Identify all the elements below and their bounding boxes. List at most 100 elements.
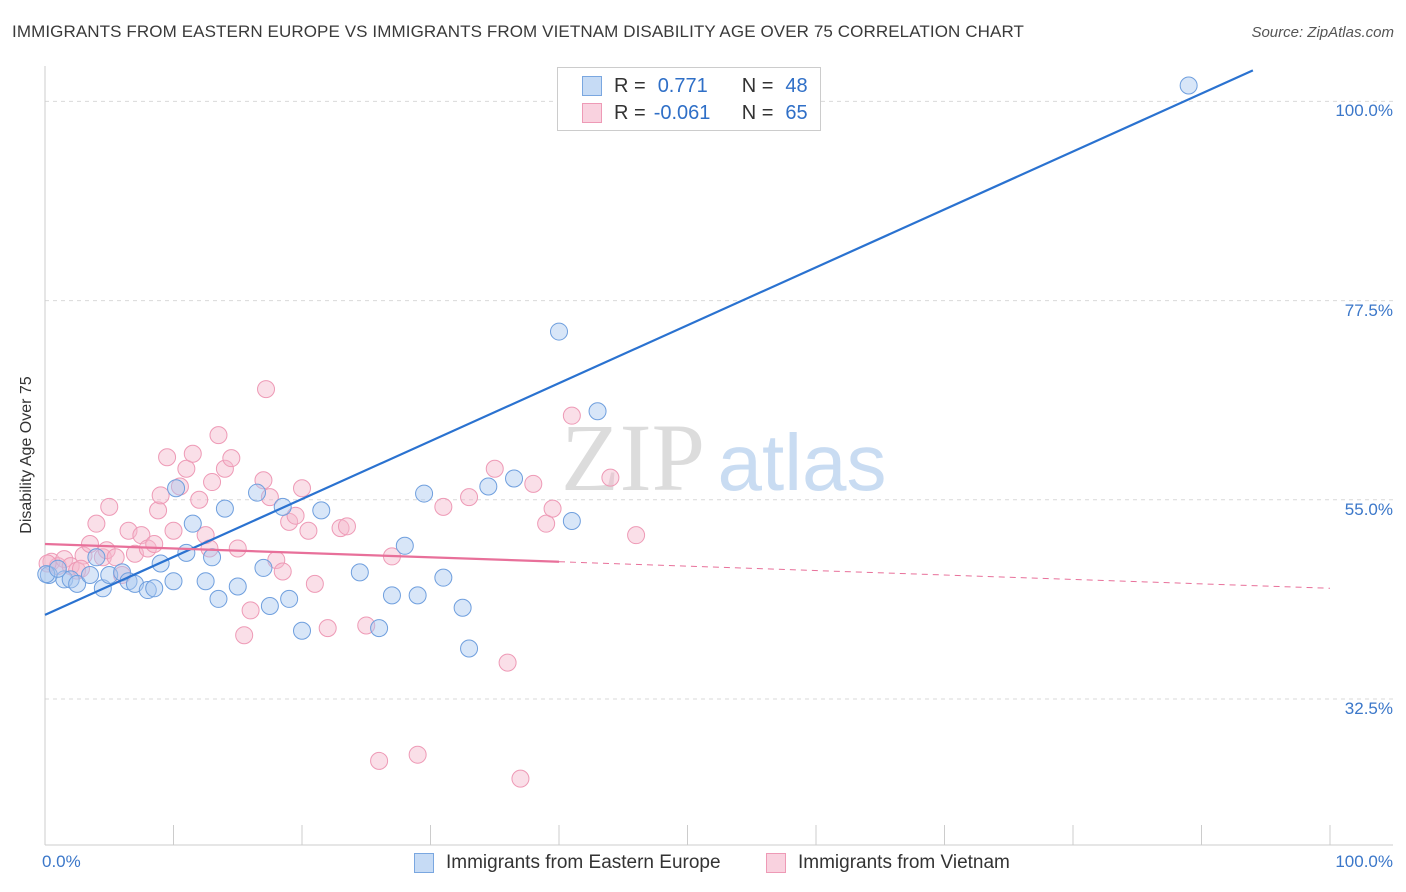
point-eastern-europe <box>505 469 524 488</box>
legend-n-value: 65 <box>785 101 808 124</box>
legend-row-vietnam: R = -0.061 N = 65 <box>582 101 808 125</box>
point-vietnam <box>337 517 356 536</box>
watermark: ZIP atlas <box>561 404 886 511</box>
point-vietnam <box>434 497 453 516</box>
legend-swatch-blue <box>414 853 434 873</box>
point-eastern-europe <box>203 548 222 567</box>
x-tick-min: 0.0% <box>42 852 81 871</box>
point-vietnam <box>293 479 311 498</box>
point-vietnam <box>485 459 504 478</box>
point-eastern-europe <box>80 566 99 585</box>
point-vietnam <box>215 459 234 478</box>
point-vietnam <box>305 574 324 593</box>
trend-line-eastern-europe <box>44 69 1254 616</box>
point-eastern-europe <box>370 619 389 638</box>
point-eastern-europe <box>164 572 183 591</box>
legend-swatch-pink <box>766 853 786 873</box>
point-eastern-europe <box>48 559 67 578</box>
point-vietnam <box>273 562 292 581</box>
point-eastern-europe <box>183 514 202 533</box>
point-eastern-europe <box>248 483 267 502</box>
point-eastern-europe <box>68 574 87 593</box>
point-vietnam <box>511 769 530 788</box>
trend-line-vietnam <box>558 561 1331 589</box>
point-vietnam <box>164 521 183 540</box>
legend-swatch-blue <box>582 76 602 96</box>
y-tick-label: 55.0% <box>1344 499 1393 519</box>
point-vietnam <box>408 745 427 764</box>
x-tick-max: 100.0% <box>1335 852 1393 871</box>
point-vietnam <box>55 550 74 569</box>
point-vietnam <box>190 490 209 509</box>
watermark-atlas: atlas <box>718 418 887 507</box>
point-vietnam <box>222 449 241 468</box>
point-eastern-europe <box>562 512 581 531</box>
legend-r-value: -0.061 <box>653 101 711 124</box>
point-vietnam <box>460 488 479 507</box>
point-eastern-europe <box>382 586 401 605</box>
point-vietnam <box>87 514 106 533</box>
point-eastern-europe <box>145 579 164 598</box>
point-eastern-europe <box>415 484 434 503</box>
point-vietnam <box>209 426 228 445</box>
point-vietnam <box>537 514 556 533</box>
point-eastern-europe <box>37 565 56 584</box>
watermark-zip: ZIP <box>561 404 705 511</box>
point-eastern-europe <box>228 577 247 596</box>
point-eastern-europe <box>209 589 228 608</box>
point-vietnam <box>132 526 151 545</box>
legend-item-vietnam: Immigrants from Vietnam <box>766 852 1010 874</box>
y-tick-label: 77.5% <box>1344 300 1393 320</box>
point-vietnam <box>235 626 254 645</box>
point-eastern-europe <box>550 322 568 341</box>
legend-item-eastern-europe: Immigrants from Eastern Europe <box>414 852 721 874</box>
legend-r-value: 0.771 <box>657 74 708 97</box>
point-vietnam <box>145 535 164 554</box>
point-vietnam <box>177 459 196 478</box>
axes <box>44 66 1393 846</box>
trend-line-vietnam <box>44 542 560 563</box>
point-eastern-europe <box>588 402 607 421</box>
point-vietnam <box>601 468 620 487</box>
point-vietnam <box>158 448 177 467</box>
point-eastern-europe <box>167 479 186 498</box>
point-eastern-europe <box>1179 76 1198 95</box>
point-vietnam <box>524 474 543 493</box>
legend-row-eastern-europe: R = 0.771 N = 48 <box>582 74 808 98</box>
point-vietnam <box>80 535 99 554</box>
source-label: Source: ZipAtlas.com <box>1251 24 1394 41</box>
point-eastern-europe <box>312 501 331 520</box>
point-vietnam <box>257 380 276 399</box>
legend-r-label: R = <box>614 101 646 124</box>
point-vietnam <box>149 501 168 520</box>
point-vietnam <box>228 539 247 558</box>
legend-r-label: R = <box>614 74 646 97</box>
point-eastern-europe <box>196 572 215 591</box>
point-eastern-europe <box>453 598 472 617</box>
legend-n-label: N = <box>741 101 774 124</box>
legend-swatch-pink <box>582 103 602 123</box>
point-vietnam <box>370 751 389 770</box>
point-eastern-europe <box>408 586 427 605</box>
point-eastern-europe <box>138 581 157 600</box>
point-vietnam <box>286 506 305 525</box>
point-eastern-europe <box>479 477 498 496</box>
trend-lines <box>44 69 1331 616</box>
correlation-legend: R = 0.771 N = 48 R = -0.061 N = 65 <box>557 67 821 131</box>
point-vietnam <box>498 653 517 672</box>
point-eastern-europe <box>215 499 234 518</box>
legend-n-label: N = <box>741 74 774 97</box>
point-eastern-europe <box>460 639 479 658</box>
series-eastern-europe <box>37 76 1198 658</box>
point-eastern-europe <box>350 563 369 582</box>
point-vietnam <box>627 526 646 545</box>
point-vietnam <box>331 519 350 538</box>
y-tick-label: 32.5% <box>1344 698 1393 718</box>
point-vietnam <box>318 619 337 638</box>
point-eastern-europe <box>87 548 106 567</box>
series-vietnam <box>38 380 646 788</box>
point-vietnam <box>562 406 581 425</box>
legend-n-value: 48 <box>785 74 808 97</box>
point-vietnam <box>241 601 260 620</box>
